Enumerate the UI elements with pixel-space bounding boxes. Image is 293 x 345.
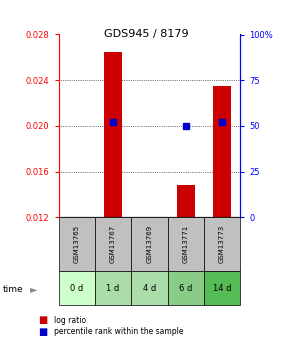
Bar [95, 217, 131, 271]
Text: time: time [3, 285, 23, 294]
Text: GSM13767: GSM13767 [110, 225, 116, 263]
Bar [177, 185, 195, 217]
Bar [104, 52, 122, 217]
Text: log ratio: log ratio [54, 316, 86, 325]
Text: GSM13773: GSM13773 [219, 225, 225, 263]
Text: GDS945 / 8179: GDS945 / 8179 [104, 29, 189, 39]
Text: percentile rank within the sample: percentile rank within the sample [54, 327, 184, 336]
Bar [204, 271, 240, 305]
Text: ►: ► [30, 284, 38, 294]
Text: GSM13765: GSM13765 [74, 225, 80, 263]
Bar [131, 217, 168, 271]
Bar [168, 217, 204, 271]
Text: 0 d: 0 d [70, 284, 84, 293]
Bar [95, 271, 131, 305]
Text: GSM13769: GSM13769 [146, 225, 152, 263]
Bar [131, 271, 168, 305]
Bar [213, 86, 231, 217]
Bar [59, 217, 95, 271]
Text: 4 d: 4 d [143, 284, 156, 293]
Bar [59, 271, 95, 305]
Text: 1 d: 1 d [106, 284, 120, 293]
Text: 6 d: 6 d [179, 284, 193, 293]
Text: ■: ■ [38, 315, 47, 325]
Bar [168, 271, 204, 305]
Bar [204, 217, 240, 271]
Text: ■: ■ [38, 327, 47, 337]
Text: 14 d: 14 d [213, 284, 231, 293]
Text: GSM13771: GSM13771 [183, 225, 189, 263]
